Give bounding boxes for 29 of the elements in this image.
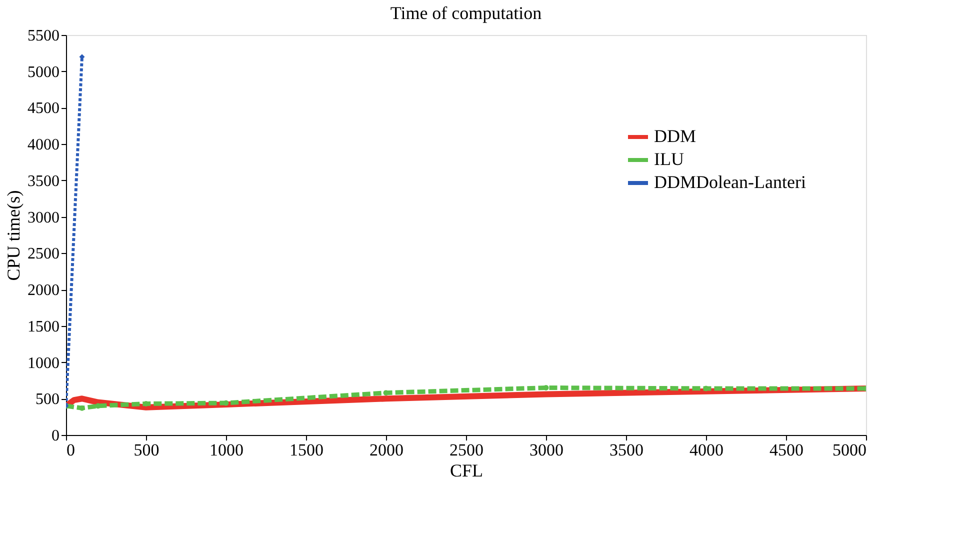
y-tick-label: 4500	[28, 100, 60, 118]
x-tick-label: 4500	[770, 440, 804, 460]
x-tick-label: 1000	[210, 440, 244, 460]
x-tick-label: 3000	[530, 440, 564, 460]
y-tick-label: 3000	[28, 209, 60, 226]
legend-label: DDM	[654, 126, 696, 146]
y-tick-label: 4000	[28, 136, 60, 154]
y-tick-label: 2500	[28, 246, 60, 263]
x-tick-label: 2500	[450, 440, 484, 460]
x-tick-label: 5000	[832, 440, 866, 460]
y-tick-label: 2000	[28, 282, 60, 300]
x-tick-label: 3500	[610, 440, 644, 460]
chart-title: Time of computation	[390, 3, 542, 23]
x-tick-label: 500	[134, 440, 160, 460]
legend-label: ILU	[654, 149, 684, 169]
y-tick-label: 0	[52, 428, 60, 444]
y-tick-label: 500	[36, 391, 60, 408]
y-tick-label: 1500	[28, 318, 60, 336]
legend-label: DDMDolean-Lanteri	[654, 172, 806, 192]
y-tick-label: 3500	[28, 172, 60, 190]
x-tick-label: 2000	[370, 440, 404, 460]
y-tick-label: 5000	[28, 64, 60, 81]
y-tick-label: 1000	[28, 354, 60, 372]
x-tick-label: 1500	[290, 440, 324, 460]
y-tick-label: 5500	[28, 28, 60, 44]
x-tick-label: 0	[66, 440, 75, 460]
x-axis-title: CFL	[450, 460, 484, 480]
x-tick-label: 4000	[690, 440, 724, 460]
y-axis-title: CPU time(s)	[4, 190, 24, 281]
